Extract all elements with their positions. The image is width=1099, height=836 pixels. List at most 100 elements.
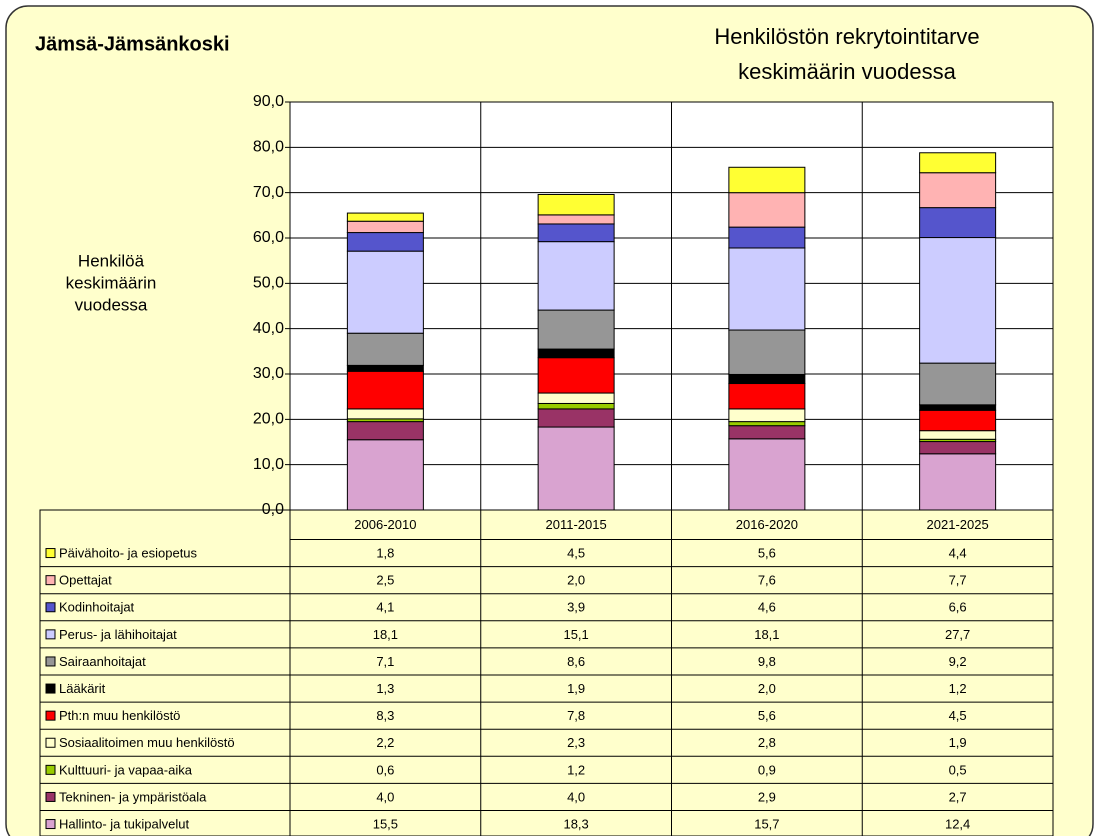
legend-swatch bbox=[45, 656, 56, 667]
table-value: 2,3 bbox=[567, 735, 585, 750]
y-tick-label: 30,0 bbox=[253, 365, 284, 382]
table-value: 5,6 bbox=[758, 545, 776, 560]
bar-segment bbox=[346, 439, 424, 511]
bar-segment bbox=[919, 152, 997, 174]
legend-label: Lääkärit bbox=[59, 681, 106, 696]
table-value: 7,6 bbox=[758, 573, 776, 588]
legend-swatch bbox=[45, 710, 56, 721]
table-value: 6,6 bbox=[949, 600, 967, 615]
table-value: 2,8 bbox=[758, 735, 776, 750]
category-label: 2016-2020 bbox=[736, 517, 798, 532]
y-axis-label: keskimäärin bbox=[66, 273, 157, 292]
legend-swatch bbox=[45, 791, 56, 802]
bar-segment bbox=[728, 247, 806, 331]
bar-segment bbox=[346, 250, 424, 334]
bar-segment bbox=[728, 192, 806, 228]
table-value: 7,8 bbox=[567, 708, 585, 723]
legend-swatch bbox=[45, 575, 56, 586]
legend-label: Kodinhoitajat bbox=[59, 600, 135, 615]
bar-segment bbox=[728, 226, 806, 249]
y-tick-label: 20,0 bbox=[253, 411, 284, 428]
y-tick-label: 70,0 bbox=[253, 184, 284, 201]
legend-label: Sosiaalitoimen muu henkilöstö bbox=[59, 735, 235, 750]
bar-segment bbox=[919, 172, 997, 209]
bar-segment bbox=[537, 357, 615, 394]
bar-segment bbox=[537, 193, 615, 216]
category-label: 2021-2025 bbox=[927, 517, 989, 532]
bar-segment bbox=[537, 214, 615, 225]
legend-swatch bbox=[45, 683, 56, 694]
table-value: 2,0 bbox=[567, 573, 585, 588]
y-tick-label: 0,0 bbox=[262, 501, 284, 518]
bar-segment bbox=[346, 421, 424, 441]
legend-label: Hallinto- ja tukipalvelut bbox=[59, 816, 189, 831]
table-value: 7,1 bbox=[376, 654, 394, 669]
bar-segment bbox=[537, 223, 615, 243]
data-table bbox=[39, 509, 1054, 836]
table-value: 4,6 bbox=[758, 600, 776, 615]
bar-segment bbox=[919, 207, 997, 239]
bar-segment bbox=[537, 348, 615, 359]
legend-label: Pth:n muu henkilöstö bbox=[59, 708, 180, 723]
bar-segment bbox=[728, 425, 806, 440]
table-value: 1,8 bbox=[376, 545, 394, 560]
bar-segment bbox=[728, 421, 806, 427]
legend-label: Opettajat bbox=[59, 573, 112, 588]
bar-segment bbox=[537, 408, 615, 428]
legend-label: Päivähoito- ja esiopetus bbox=[59, 545, 198, 560]
table-value: 12,4 bbox=[945, 816, 970, 831]
table-value: 4,1 bbox=[376, 600, 394, 615]
table-value: 18,3 bbox=[563, 816, 588, 831]
y-tick-label: 50,0 bbox=[253, 275, 284, 292]
legend-label: Tekninen- ja ympäristöala bbox=[59, 789, 207, 804]
bar-segment bbox=[346, 220, 424, 234]
table-value: 0,9 bbox=[758, 762, 776, 777]
y-axis-label: Henkilöä bbox=[78, 251, 145, 270]
table-value: 7,7 bbox=[949, 573, 967, 588]
table-value: 4,5 bbox=[949, 708, 967, 723]
category-label: 2011-2015 bbox=[546, 517, 607, 532]
y-tick-label: 60,0 bbox=[253, 229, 284, 246]
bar-segment bbox=[346, 370, 424, 410]
table-value: 15,1 bbox=[563, 627, 588, 642]
legend-swatch bbox=[45, 602, 56, 613]
table-value: 4,0 bbox=[376, 789, 394, 804]
chart-title: Jämsä-Jämsänkoski bbox=[35, 33, 230, 55]
table-value: 18,1 bbox=[754, 627, 779, 642]
bar-segment bbox=[537, 402, 615, 410]
bar-segment bbox=[346, 232, 424, 252]
table-value: 4,4 bbox=[949, 545, 967, 560]
legend-label: Perus- ja lähihoitajat bbox=[59, 627, 177, 642]
table-value: 4,0 bbox=[567, 789, 585, 804]
legend-label: Sairaanhoitajat bbox=[59, 654, 146, 669]
bar-segment bbox=[919, 404, 997, 411]
table-value: 18,1 bbox=[373, 627, 398, 642]
legend-swatch bbox=[45, 737, 56, 748]
table-value: 8,6 bbox=[567, 654, 585, 669]
bar-segment bbox=[919, 430, 997, 440]
category-label: 2006-2010 bbox=[354, 517, 416, 532]
bar-segment bbox=[537, 426, 615, 511]
table-value: 2,5 bbox=[376, 573, 394, 588]
bar-segment bbox=[919, 441, 997, 455]
chart-subtitle: keskimäärin vuodessa bbox=[738, 59, 956, 84]
legend-swatch bbox=[45, 819, 56, 830]
table-value: 15,5 bbox=[373, 816, 398, 831]
legend-swatch bbox=[45, 764, 56, 775]
table-value: 1,9 bbox=[949, 735, 967, 750]
bar-segment bbox=[346, 332, 424, 366]
table-value: 2,0 bbox=[758, 681, 776, 696]
legend-swatch bbox=[45, 548, 56, 559]
chart-subtitle: Henkilöstön rekrytointitarve bbox=[714, 24, 979, 49]
bar-segment bbox=[728, 438, 806, 511]
bar-segment bbox=[919, 237, 997, 364]
table-value: 2,9 bbox=[758, 789, 776, 804]
bar-segment bbox=[728, 373, 806, 385]
bar-segment bbox=[919, 362, 997, 406]
table-value: 1,9 bbox=[567, 681, 585, 696]
bar-segment bbox=[728, 166, 806, 194]
table-value: 9,2 bbox=[949, 654, 967, 669]
bar-segment bbox=[346, 408, 424, 420]
table-value: 1,2 bbox=[949, 681, 967, 696]
